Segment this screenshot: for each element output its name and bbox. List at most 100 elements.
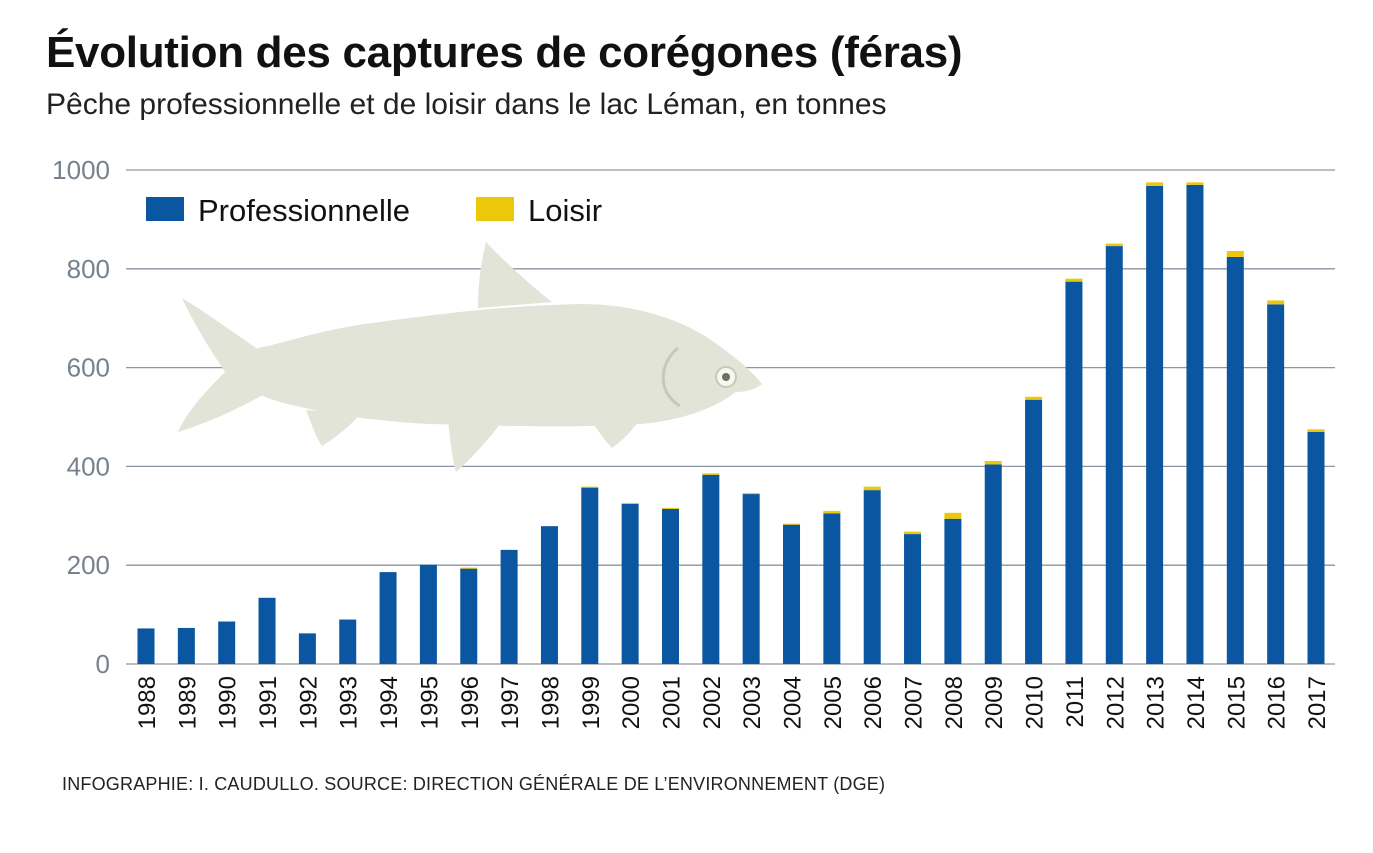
fish-pupil (722, 373, 730, 381)
bar-professionnelle-1990 (218, 621, 236, 664)
x-tick-label: 2003 (739, 676, 766, 729)
bar-professionnelle-2016 (1267, 304, 1285, 664)
x-tick-label: 1988 (134, 676, 161, 729)
gridlines (126, 169, 1335, 665)
x-tick-label: 1993 (336, 676, 363, 729)
x-tick-label: 1998 (537, 676, 564, 729)
bar-loisir-1999 (581, 486, 599, 488)
bar-professionnelle-2006 (863, 490, 881, 664)
chart-title: Évolution des captures de corégones (fér… (46, 28, 963, 77)
bar-professionnelle-2003 (742, 494, 760, 664)
bar-loisir-2006 (863, 486, 881, 491)
bar-professionnelle-1991 (258, 597, 276, 664)
fish-illustration (178, 242, 763, 472)
bar-professionnelle-2011 (1065, 281, 1083, 664)
x-tick-label: 1997 (497, 676, 524, 729)
bar-loisir-2017 (1307, 429, 1325, 432)
x-tick-label: 1995 (416, 676, 443, 729)
y-tick-label: 800 (67, 254, 110, 284)
legend-label-professionnelle: Professionnelle (198, 193, 410, 228)
bar-professionnelle-2012 (1105, 246, 1123, 665)
x-tick-label: 2016 (1264, 676, 1291, 729)
x-tick-label: 2017 (1304, 676, 1331, 729)
bar-loisir-2010 (1025, 396, 1043, 400)
fish-tail (178, 298, 268, 432)
bar-loisir-2003 (742, 493, 760, 495)
bar-professionnelle-2010 (1025, 399, 1043, 664)
x-tick-label: 2001 (658, 676, 685, 729)
bar-professionnelle-1997 (500, 549, 518, 664)
legend-label-loisir: Loisir (528, 193, 602, 228)
bar-professionnelle-1998 (540, 526, 558, 664)
bar-professionnelle-1993 (339, 619, 357, 664)
x-tick-label: 2007 (901, 676, 928, 729)
x-tick-label: 2011 (1062, 676, 1089, 728)
x-tick-label: 2004 (780, 676, 807, 729)
bar-professionnelle-2007 (904, 534, 922, 664)
bar-loisir-2011 (1065, 278, 1083, 282)
bar-loisir-2014 (1186, 182, 1204, 185)
y-tick-label: 1000 (52, 155, 110, 185)
y-tick-label: 600 (67, 353, 110, 383)
legend-swatch-loisir (476, 197, 514, 221)
x-tick-label: 2000 (618, 676, 645, 729)
x-tick-label: 1999 (578, 676, 605, 729)
bar-professionnelle-2001 (661, 508, 679, 664)
fish-ventral-fin (448, 420, 500, 472)
bar-professionnelle-2004 (783, 524, 801, 664)
bar-professionnelle-1996 (460, 568, 478, 664)
bar-professionnelle-1995 (419, 564, 437, 664)
bar-loisir-2016 (1267, 300, 1285, 305)
x-tick-label: 2009 (981, 676, 1008, 729)
fish-body (237, 304, 763, 427)
bar-loisir-2002 (702, 473, 720, 475)
y-tick-label: 200 (67, 550, 110, 580)
legend-swatch-professionnelle (146, 197, 184, 221)
bar-professionnelle-2014 (1186, 184, 1204, 664)
bar-loisir-2008 (944, 512, 962, 519)
bar-professionnelle-1988 (137, 628, 155, 664)
x-tick-label: 1991 (255, 676, 282, 729)
bar-loisir-2001 (661, 507, 679, 509)
bar-loisir-2007 (904, 531, 922, 535)
bar-professionnelle-1994 (379, 572, 397, 664)
bar-loisir-2005 (823, 510, 841, 514)
fish-gill (661, 346, 681, 408)
bar-professionnelle-2013 (1146, 185, 1164, 665)
bar-loisir-2015 (1226, 251, 1244, 257)
x-tick-label: 2010 (1022, 676, 1049, 729)
x-tick-label: 1992 (295, 676, 322, 729)
x-tick-label: 2005 (820, 676, 847, 729)
bar-professionnelle-2015 (1226, 256, 1244, 664)
y-tick-label: 400 (67, 451, 110, 481)
x-tick-label: 2002 (699, 676, 726, 729)
x-tick-label: 2015 (1223, 676, 1250, 729)
x-tick-label: 1994 (376, 676, 403, 729)
bar-professionnelle-2000 (621, 503, 639, 664)
bar-professionnelle-2008 (944, 518, 962, 664)
bar-professionnelle-1989 (177, 627, 195, 664)
source-note: INFOGRAPHIE: I. CAUDULLO. SOURCE: DIRECT… (62, 774, 886, 794)
bars (137, 182, 1325, 665)
fish-anal-fin (306, 410, 360, 446)
bar-professionnelle-1992 (298, 633, 316, 664)
x-tick-label: 2008 (941, 676, 968, 729)
y-axis-ticks: 0 200 400 600 800 1000 (52, 155, 110, 679)
x-tick-label: 2014 (1183, 676, 1210, 729)
x-tick-label: 2006 (860, 676, 887, 729)
x-tick-label: 1996 (457, 676, 484, 729)
x-tick-label: 2013 (1143, 676, 1170, 729)
bar-loisir-2013 (1146, 182, 1164, 186)
x-tick-label: 1989 (174, 676, 201, 729)
y-tick-label: 0 (96, 649, 110, 679)
x-axis-ticks: 1988 1989 1990 1991 1992 1993 1994 1995 1996 1997… (134, 676, 1331, 729)
bar-loisir-2009 (984, 460, 1002, 465)
legend: Professionnelle Loisir (146, 193, 602, 228)
bar-loisir-2000 (621, 502, 639, 504)
x-tick-label: 1990 (215, 676, 242, 729)
bar-professionnelle-2005 (823, 513, 841, 664)
x-tick-label: 2012 (1102, 676, 1129, 729)
bar-professionnelle-2017 (1307, 431, 1325, 664)
bar-loisir-2004 (783, 523, 801, 525)
